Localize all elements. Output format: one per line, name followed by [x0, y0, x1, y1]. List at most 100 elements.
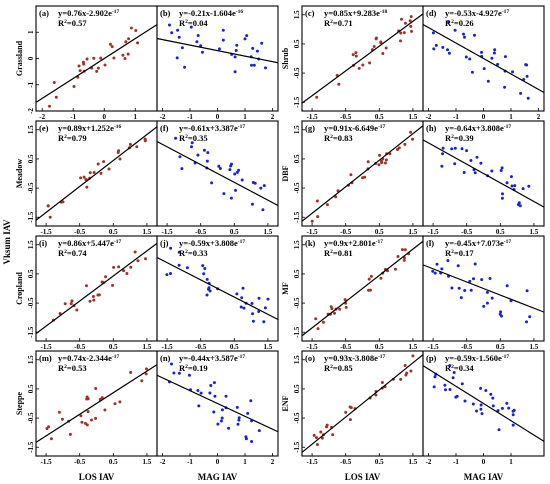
meadow-los-point	[79, 176, 83, 180]
mf-mag-point	[490, 296, 494, 300]
meadow-los-point	[85, 185, 89, 189]
dbf-los-fit-line	[301, 125, 424, 222]
steppe-los-point	[86, 410, 90, 414]
steppe-mag-point	[235, 405, 239, 409]
mf-los-xtick-label: 1.5	[409, 343, 418, 351]
meadow-mag-point	[240, 178, 244, 182]
shrub-los-point	[404, 21, 407, 25]
meadow-los-equation-base: y=0.89x+1.252e	[58, 123, 114, 133]
steppe-mag-equation-exponent: -17	[238, 354, 246, 360]
meadow-mag-point	[222, 192, 226, 196]
grassland-los-point	[123, 57, 127, 60]
meadow-mag-equation: y=-0.61x+3.387e-17	[179, 123, 245, 133]
dbf-los-xtick-label: 1.5	[409, 228, 418, 236]
meadow-mag-point	[205, 159, 209, 163]
steppe-los-point	[145, 367, 148, 371]
mf-mag-point	[485, 301, 489, 305]
meadow-los-point	[102, 160, 106, 164]
cropland-los-equation-exponent: -17	[114, 239, 122, 245]
steppe-mag-point	[213, 394, 217, 398]
enf-los-ytick-label: -1.5	[293, 441, 301, 453]
meadow-los-ytick-label: -1.5	[27, 211, 35, 223]
shrub-mag-point	[480, 50, 483, 54]
mf-los-point	[329, 305, 333, 309]
steppe-mag-point	[236, 422, 240, 426]
row-label-meadow: Meadow	[15, 159, 24, 189]
dbf-los-point	[315, 199, 319, 203]
grassland-mag-r2-sup: 2	[185, 19, 188, 25]
dbf-mag-point	[527, 184, 531, 188]
steppe-los-point	[79, 414, 83, 418]
meadow-los-point	[99, 171, 103, 175]
meadow-mag-equation-exponent: -17	[238, 124, 246, 130]
meadow-mag-point	[190, 141, 194, 145]
mf-mag-r2-sup: 2	[451, 249, 454, 255]
steppe-los-ytick-label: -0.5	[27, 412, 35, 424]
steppe-mag-r2: R2=0.19	[179, 363, 208, 373]
dbf-los-point	[310, 219, 314, 223]
shrub-mag-r2-symbol: R	[445, 18, 452, 28]
cropland-los-point	[85, 284, 88, 288]
enf-los-point	[315, 436, 318, 440]
shrub-mag-equation-base: y=-0.53x-4.927e	[445, 8, 502, 18]
steppe-los-point	[85, 397, 89, 401]
shrub-los-r2-sup: 2	[330, 19, 333, 25]
grassland-los-point	[110, 45, 114, 49]
cropland-los-fit-line	[35, 242, 158, 335]
steppe-mag-fit-line	[156, 374, 279, 433]
mf-mag-point	[450, 286, 454, 290]
enf-mag-point	[491, 404, 495, 408]
grassland-mag-r2-symbol: R	[179, 18, 186, 28]
cropland-mag-point	[235, 292, 239, 296]
dbf-mag-point	[453, 146, 457, 150]
dbf-mag-letter: (h)	[426, 123, 437, 133]
shrub-mag-point	[463, 35, 466, 39]
steppe-mag-point	[246, 411, 250, 415]
dbf-mag-point	[465, 149, 469, 153]
steppe-los-point	[113, 402, 117, 406]
enf-mag-point	[460, 382, 464, 386]
dbf-los-point	[378, 153, 382, 157]
dbf-los-ytick-label: 1.5	[293, 125, 301, 134]
mf-mag-r2: R2=0.17	[445, 248, 474, 258]
meadow-mag-point	[202, 148, 206, 152]
cropland-los-point	[112, 265, 116, 269]
meadow-mag-point	[210, 181, 214, 185]
grassland-mag-point	[252, 63, 256, 67]
cropland-los-point	[96, 293, 100, 297]
grassland-los-point	[82, 62, 86, 66]
steppe-mag-point	[196, 389, 200, 392]
mf-mag-point	[505, 284, 509, 288]
meadow-mag-point	[174, 136, 178, 140]
shrub-los-point	[351, 53, 355, 57]
cropland-los-point	[70, 299, 74, 303]
mf-mag-point	[488, 277, 492, 280]
steppe-los-point	[129, 370, 133, 374]
grassland-mag-point	[243, 37, 247, 41]
grassland-los-equation-base: y=0.76x-2.902e	[58, 8, 112, 18]
shrub-mag-point	[470, 70, 474, 74]
cropland-mag-point	[177, 263, 181, 267]
cropland-los-point	[88, 299, 92, 303]
meadow-los-point	[96, 162, 100, 166]
mf-los-r2: R2=0.81	[324, 248, 353, 258]
grassland-los-r2-value: =0.57	[67, 18, 87, 28]
mf-los-point	[394, 267, 397, 271]
mf-los-equation-base: y=0.9x+2.801e	[324, 238, 376, 248]
meadow-los-point	[118, 157, 122, 161]
mf-mag-point	[525, 289, 529, 293]
steppe-mag-point	[220, 416, 224, 420]
x-axis-label-mag-left: MAG IAV	[198, 472, 238, 482]
enf-los-point	[403, 364, 407, 367]
steppe-los-point	[49, 437, 53, 441]
enf-mag-xtick-label: 1	[509, 458, 513, 466]
shrub-mag-r2-sup: 2	[451, 19, 454, 25]
dbf-mag-frame	[422, 120, 545, 227]
dbf-mag-point	[450, 147, 454, 151]
shrub-los-point	[399, 31, 403, 35]
enf-mag-point	[454, 395, 458, 399]
grassland-los-point	[92, 56, 96, 60]
cropland-los-point	[136, 259, 140, 263]
shrub-mag-point	[525, 74, 529, 78]
grassland-mag-point	[180, 46, 184, 50]
